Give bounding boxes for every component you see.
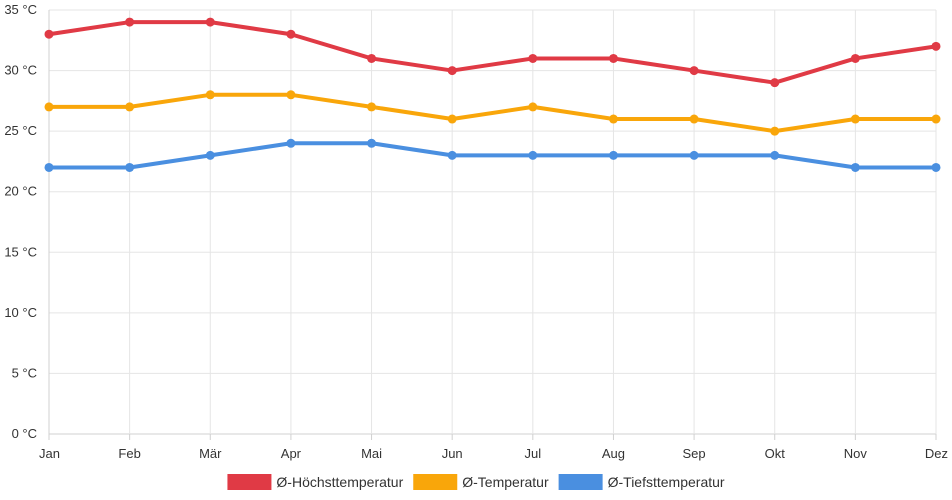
data-point[interactable] <box>608 114 618 124</box>
data-point[interactable] <box>447 150 457 160</box>
data-point[interactable] <box>125 162 135 172</box>
data-point[interactable] <box>125 17 135 27</box>
series-line <box>47 20 938 85</box>
data-point[interactable] <box>689 66 699 76</box>
data-point[interactable] <box>850 114 860 124</box>
y-tick-label: 25 °C <box>4 123 37 138</box>
data-point[interactable] <box>528 53 538 63</box>
legend-label: Ø-Tiefsttemperatur <box>608 474 725 490</box>
data-point[interactable] <box>44 29 54 39</box>
legend-item[interactable]: Ø-Tiefsttemperatur <box>558 474 725 490</box>
data-point[interactable] <box>286 138 296 148</box>
legend-swatch <box>413 474 458 490</box>
y-tick-label: 0 °C <box>12 426 37 441</box>
data-point[interactable] <box>931 162 941 172</box>
legend-swatch <box>558 474 603 490</box>
x-tick-label: Aug <box>602 446 625 461</box>
data-point[interactable] <box>367 138 377 148</box>
data-point[interactable] <box>770 150 780 160</box>
data-point[interactable] <box>447 114 457 124</box>
x-tick-label: Nov <box>844 446 868 461</box>
series-0 <box>44 17 941 88</box>
legend[interactable]: Ø-Höchsttemperatur Ø-Temperatur Ø-Tiefstte… <box>227 474 725 490</box>
data-point[interactable] <box>528 150 538 160</box>
x-tick-label: Jul <box>525 446 542 461</box>
legend-item[interactable]: Ø-Höchsttemperatur <box>227 474 404 490</box>
data-point[interactable] <box>447 66 457 76</box>
y-tick-label: 10 °C <box>4 305 37 320</box>
legend-label: Ø-Temperatur <box>462 474 549 490</box>
data-point[interactable] <box>286 90 296 100</box>
legend-swatch <box>227 474 272 490</box>
data-point[interactable] <box>770 126 780 136</box>
data-point[interactable] <box>689 114 699 124</box>
data-point[interactable] <box>205 90 215 100</box>
data-point[interactable] <box>770 78 780 88</box>
legend-item[interactable]: Ø-Temperatur <box>413 474 549 490</box>
x-tick-label: Apr <box>281 446 302 461</box>
series-line <box>47 141 938 170</box>
data-point[interactable] <box>931 114 941 124</box>
data-point[interactable] <box>205 150 215 160</box>
series-1 <box>44 90 941 136</box>
series-line <box>47 92 938 134</box>
x-tick-label: Sep <box>683 446 706 461</box>
legend-label: Ø-Höchsttemperatur <box>276 474 403 490</box>
data-point[interactable] <box>528 102 538 112</box>
x-tick-label: Dez <box>925 446 948 461</box>
y-tick-label: 30 °C <box>4 63 37 78</box>
x-tick-label: Jan <box>39 446 60 461</box>
y-tick-label: 5 °C <box>12 365 37 380</box>
data-point[interactable] <box>689 150 699 160</box>
data-point[interactable] <box>367 53 377 63</box>
y-tick-label: 20 °C <box>4 184 37 199</box>
series-2 <box>44 138 941 172</box>
data-point[interactable] <box>286 29 296 39</box>
data-point[interactable] <box>850 162 860 172</box>
data-point[interactable] <box>125 102 135 112</box>
x-tick-label: Feb <box>118 446 140 461</box>
y-tick-label: 15 °C <box>4 244 37 259</box>
axis-layer: 0 °C 5 °C 10 °C 15 °C 20 °C 25 °C 30 °C 35 °C Ja… <box>4 2 948 461</box>
data-point[interactable] <box>44 102 54 112</box>
data-point[interactable] <box>608 53 618 63</box>
x-tick-label: Mär <box>199 446 222 461</box>
data-point[interactable] <box>608 150 618 160</box>
x-tick-label: Jun <box>442 446 463 461</box>
y-tick-label: 35 °C <box>4 2 37 17</box>
data-point[interactable] <box>850 53 860 63</box>
data-point[interactable] <box>931 41 941 51</box>
x-tick-label: Okt <box>765 446 786 461</box>
data-point[interactable] <box>367 102 377 112</box>
data-point[interactable] <box>205 17 215 27</box>
x-tick-label: Mai <box>361 446 382 461</box>
series-layer <box>44 17 941 172</box>
grid-layer <box>48 9 937 440</box>
data-point[interactable] <box>44 162 54 172</box>
